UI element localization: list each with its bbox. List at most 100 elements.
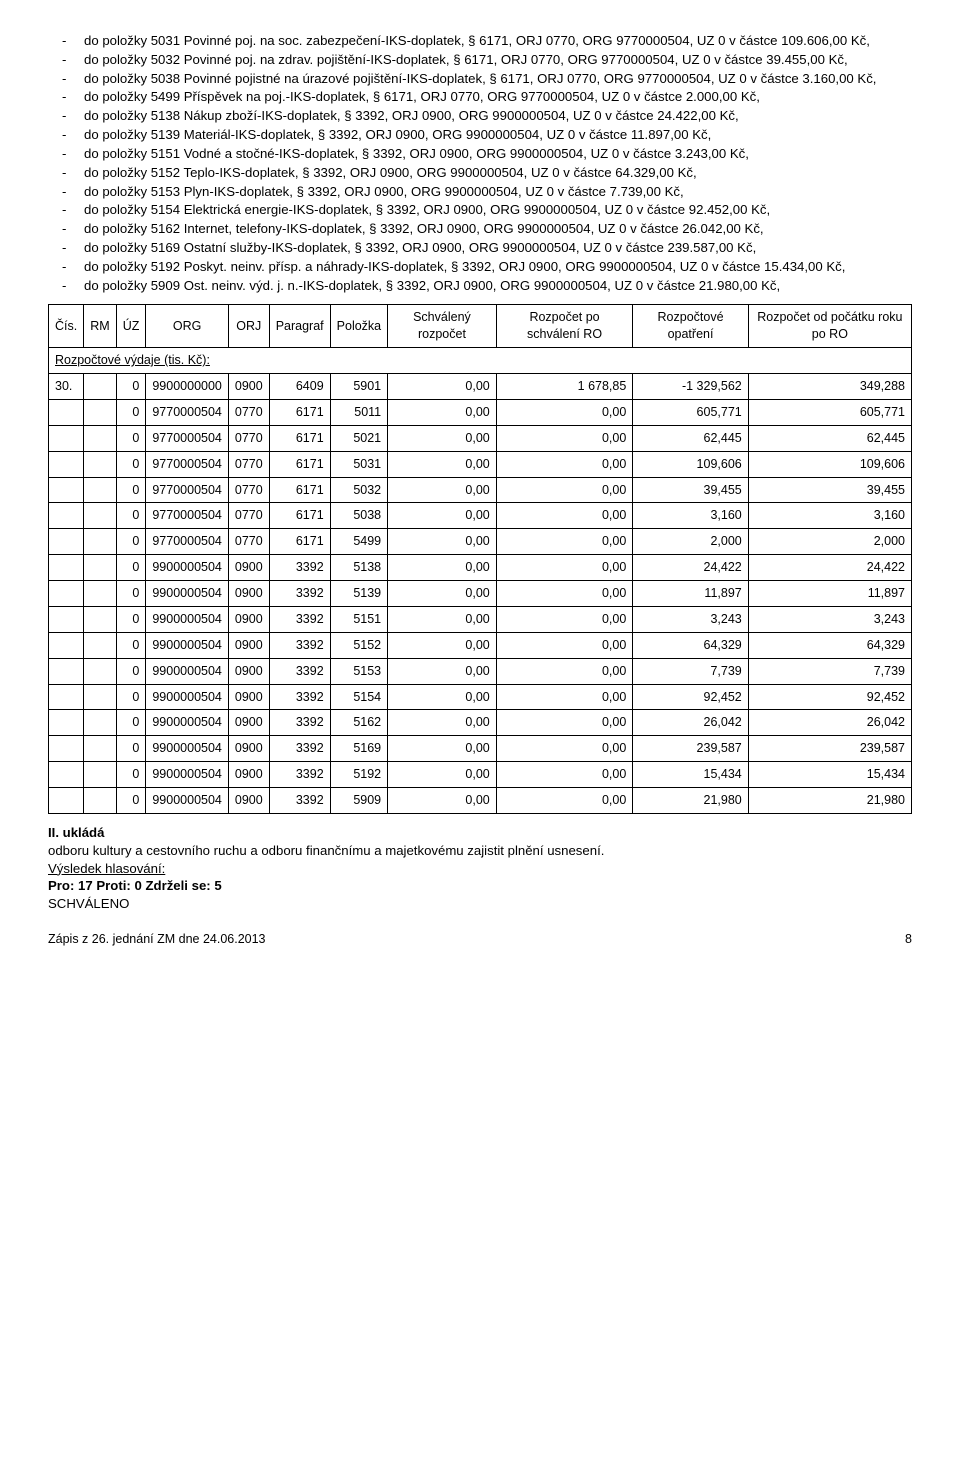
table-cell: 9900000504 (146, 658, 229, 684)
table-cell: 2,000 (748, 529, 911, 555)
table-cell: 9900000504 (146, 736, 229, 762)
footer-page-number: 8 (905, 931, 912, 948)
table-cell: 9900000504 (146, 581, 229, 607)
table-row: 099000005040900339251530,000,007,7397,73… (49, 658, 912, 684)
table-cell (49, 529, 84, 555)
table-cell: 3392 (269, 788, 330, 814)
table-cell: 62,445 (748, 425, 911, 451)
list-item: do položky 5031 Povinné poj. na soc. zab… (48, 32, 912, 50)
table-cell: 3392 (269, 606, 330, 632)
table-cell: 5011 (330, 399, 387, 425)
table-cell: 3392 (269, 581, 330, 607)
table-cell: 5901 (330, 374, 387, 400)
table-cell (84, 762, 116, 788)
table-cell: 0 (116, 762, 146, 788)
table-cell: 3392 (269, 632, 330, 658)
table-row: 097700005040770617150110,000,00605,77160… (49, 399, 912, 425)
table-cell: 0 (116, 555, 146, 581)
table-cell: 0 (116, 425, 146, 451)
table-cell: 24,422 (633, 555, 748, 581)
table-cell: 9900000504 (146, 632, 229, 658)
table-cell: 7,739 (748, 658, 911, 684)
table-cell: 0900 (228, 788, 269, 814)
table-row: 097700005040770617154990,000,002,0002,00… (49, 529, 912, 555)
table-cell: 0,00 (496, 581, 633, 607)
table-cell: 64,329 (748, 632, 911, 658)
table-cell: 0,00 (388, 529, 497, 555)
table-cell: 0770 (228, 529, 269, 555)
table-cell: 5499 (330, 529, 387, 555)
table-cell: 0,00 (496, 477, 633, 503)
table-cell: 0 (116, 503, 146, 529)
table-cell: 0,00 (388, 477, 497, 503)
table-cell: 2,000 (633, 529, 748, 555)
table-row: 099000005040900339251920,000,0015,43415,… (49, 762, 912, 788)
table-cell: 0 (116, 632, 146, 658)
table-cell: 0,00 (496, 684, 633, 710)
table-cell: 6409 (269, 374, 330, 400)
table-cell: 239,587 (748, 736, 911, 762)
table-row: 099000005040900339251380,000,0024,42224,… (49, 555, 912, 581)
table-cell: 0 (116, 684, 146, 710)
table-cell: 9900000504 (146, 606, 229, 632)
table-cell: 9770000504 (146, 451, 229, 477)
table-row: 099000005040900339251690,000,00239,58723… (49, 736, 912, 762)
table-cell (84, 658, 116, 684)
table-cell: 5192 (330, 762, 387, 788)
table-cell: 5032 (330, 477, 387, 503)
table-cell: 6171 (269, 451, 330, 477)
list-item: do položky 5138 Nákup zboží-IKS-doplatek… (48, 107, 912, 125)
table-cell (49, 503, 84, 529)
table-cell: 0770 (228, 425, 269, 451)
list-item: do položky 5151 Vodné a stočné-IKS-dopla… (48, 145, 912, 163)
table-cell: 0,00 (496, 788, 633, 814)
table-cell: 0 (116, 710, 146, 736)
table-cell: 5162 (330, 710, 387, 736)
table-cell: 605,771 (633, 399, 748, 425)
table-cell: 3392 (269, 555, 330, 581)
table-cell: 30. (49, 374, 84, 400)
page-footer: Zápis z 26. jednání ZM dne 24.06.2013 8 (48, 931, 912, 948)
table-cell: 6171 (269, 503, 330, 529)
table-cell: 62,445 (633, 425, 748, 451)
footer-left: Zápis z 26. jednání ZM dne 24.06.2013 (48, 931, 266, 948)
table-cell: 0,00 (388, 555, 497, 581)
table-cell: -1 329,562 (633, 374, 748, 400)
table-cell: 6171 (269, 425, 330, 451)
list-item: do položky 5152 Teplo-IKS-doplatek, § 33… (48, 164, 912, 182)
list-item: do položky 5153 Plyn-IKS-doplatek, § 339… (48, 183, 912, 201)
table-cell (84, 606, 116, 632)
column-header: Rozpočet od počátku roku po RO (748, 305, 911, 348)
table-row: 097700005040770617150380,000,003,1603,16… (49, 503, 912, 529)
table-cell: 5038 (330, 503, 387, 529)
table-cell: 0,00 (496, 710, 633, 736)
table-cell (84, 684, 116, 710)
table-cell: 39,455 (633, 477, 748, 503)
table-cell (84, 710, 116, 736)
table-cell (84, 451, 116, 477)
table-row: 099000005040900339251520,000,0064,32964,… (49, 632, 912, 658)
table-cell (49, 736, 84, 762)
table-cell: 92,452 (633, 684, 748, 710)
table-cell: 0,00 (388, 374, 497, 400)
table-cell: 9900000504 (146, 555, 229, 581)
table-section-label: Rozpočtové výdaje (tis. Kč): (49, 348, 912, 374)
column-header: RM (84, 305, 116, 348)
table-cell (84, 555, 116, 581)
table-cell: 109,606 (748, 451, 911, 477)
list-item: do položky 5139 Materiál-IKS-doplatek, §… (48, 126, 912, 144)
table-cell: 26,042 (633, 710, 748, 736)
table-cell: 0,00 (496, 736, 633, 762)
table-row: 097700005040770617150320,000,0039,45539,… (49, 477, 912, 503)
table-row: 099000005040900339251510,000,003,2433,24… (49, 606, 912, 632)
list-item: do položky 5038 Povinné pojistné na úraz… (48, 70, 912, 88)
table-cell: 0,00 (388, 399, 497, 425)
table-cell: 5909 (330, 788, 387, 814)
table-cell: 0900 (228, 762, 269, 788)
table-row: 099000005040900339251390,000,0011,89711,… (49, 581, 912, 607)
table-cell: 0,00 (388, 425, 497, 451)
table-cell: 5031 (330, 451, 387, 477)
table-cell: 24,422 (748, 555, 911, 581)
table-cell (84, 788, 116, 814)
table-cell: 5021 (330, 425, 387, 451)
